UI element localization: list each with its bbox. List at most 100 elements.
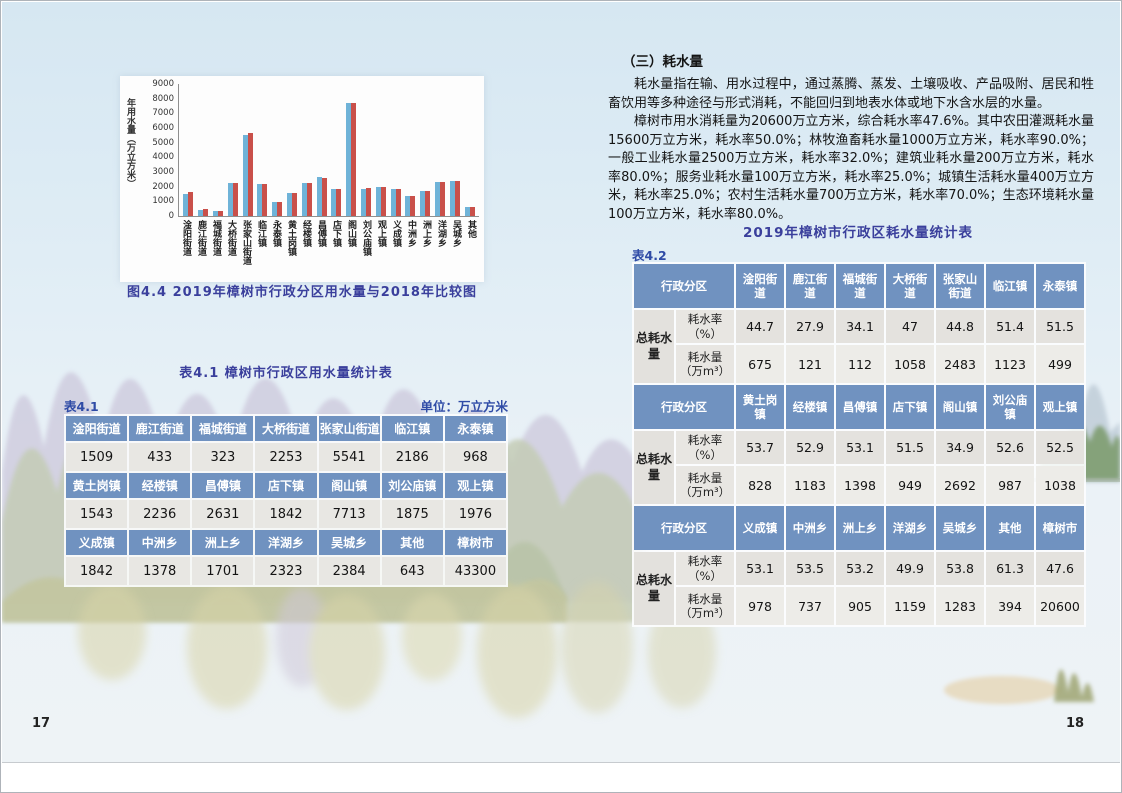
bar-group [316,177,327,216]
table42-region-header: 张家山街道 [936,264,984,308]
bar-group [212,211,223,216]
table42-rate-value: 53.5 [786,552,834,585]
table42-region-header: 观上镇 [1036,385,1084,429]
table42-volume-value: 987 [986,466,1034,504]
bar-group [198,209,209,216]
table41-value-cell: 1378 [129,557,191,585]
table42-rate-label: 耗水率（%） [676,310,734,343]
bar-2018年 [380,187,386,216]
table41-value-cell: 643 [381,557,443,585]
bar-2019年 [346,102,352,216]
table41-header-cell: 黄土岗镇 [66,473,128,498]
table41-header-cell: 洲上乡 [192,530,254,555]
y-tick-label: 6000 [152,123,174,133]
table41-header-cell: 大桥街道 [255,416,317,441]
table41-value-cell: 1701 [192,557,254,585]
bar-2019年 [212,211,218,216]
table41-header-cell: 观上镇 [444,473,506,498]
x-category-label: 昌傅镇 [316,220,326,247]
x-category-label: 洋湖乡 [436,220,446,247]
grass-tuft [1054,669,1094,702]
table41-value-cell: 1875 [381,500,443,528]
table42-rate-value: 53.2 [836,552,884,585]
x-category-label: 鹿江街道 [196,220,206,256]
table42-volume-row: 耗水量（万m³） 828 1183 1398 949 2692 987 1038 [634,466,1084,504]
table42-region-header: 经楼镇 [786,385,834,429]
table42-corner-header: 行政分区 [634,385,734,429]
scan-page-spread: 年用水量（万立方米） 0 1000 2000 3000 4000 5000 6000 7000… [2,2,1120,763]
table42-water-consumption: 行政分区 淦阳街道 鹿江街道 福城街道 大桥街道 张家山街道 临江镇 永泰镇 总耗水量 耗水率（%… [632,262,1086,627]
bar-group [346,102,357,216]
table41-header-cell: 永泰镇 [444,416,506,441]
bar-2018年 [425,191,431,216]
bar-2018年 [410,195,416,216]
table41-header-cell: 张家山街道 [318,416,380,441]
table42-volume-value: 499 [1036,345,1084,383]
y-tick-label: 2000 [152,181,174,192]
bar-group [360,188,371,216]
table42-region-header: 洲上乡 [836,506,884,550]
bar-2018年 [232,182,238,216]
table42-volume-value: 112 [836,345,884,383]
table42-region-header: 樟树市 [1036,506,1084,550]
table42-rate-value: 61.3 [986,552,1034,585]
table42-rate-value: 51.5 [1036,310,1084,343]
table42-rate-row: 总耗水量 耗水率（%） 44.7 27.9 34.1 47 44.8 51.4 51.5 [634,310,1084,383]
table42-volume-value: 1058 [886,345,934,383]
table42-volume-label: 耗水量（万m³） [676,466,734,504]
table41-header-cell: 义成镇 [66,530,128,555]
bar-2018年 [291,193,297,216]
x-category-label: 淦阳街道 [181,220,191,256]
table42-volume-value: 1398 [836,466,884,504]
table42-region-header: 阁山镇 [936,385,984,429]
table41-value-row: 1509 433 323 2253 5541 2186 968 [66,443,506,471]
section-text-block: （三）耗水量 耗水量指在输、用水过程中，通过蒸腾、蒸发、土壤吸收、产品吸附、居民… [608,50,1094,224]
table41-header-cell: 阁山镇 [318,473,380,498]
table42-rate-value: 53.1 [736,552,784,585]
page-number-right: 18 [1066,716,1085,731]
bar-2019年 [227,183,233,216]
table41-meta-row: 表4.1 单位：万立方米 [64,396,508,415]
paragraph-definition: 耗水量指在输、用水过程中，通过蒸腾、蒸发、土壤吸收、产品吸附、居民和牲畜饮用等多… [608,77,1094,111]
table42-volume-value: 2692 [936,466,984,504]
bar-2019年 [242,134,248,216]
y-tick-label: 9000 [152,79,174,89]
table41-value-cell: 1976 [444,500,506,528]
table42-region-header: 临江镇 [986,264,1034,308]
table42-region-header: 昌傅镇 [836,385,884,429]
x-category-label: 观上镇 [376,220,386,247]
table41-header-row: 黄土岗镇 经楼镇 昌傅镇 店下镇 阁山镇 刘公庙镇 观上镇 [66,473,506,498]
table41-value-cell: 7713 [318,500,380,528]
table41-value-cell: 43300 [444,557,506,585]
x-category-label: 黄土岗镇 [286,220,296,256]
table42-rate-value: 53.1 [836,431,884,464]
table42-rate-row: 总耗水量 耗水率（%） 53.7 52.9 53.1 51.5 34.9 52.6 52.5 [634,431,1084,504]
table41-value-cell: 323 [192,443,254,471]
x-category-label: 义成镇 [391,220,401,247]
table42-region-header: 鹿江街道 [786,264,834,308]
table42-rate-value: 52.6 [986,431,1034,464]
bar-group [242,133,253,216]
table42-region-header: 中洲乡 [786,506,834,550]
table42-volume-value: 1183 [786,466,834,504]
table42-volume-label: 耗水量（万m³） [676,345,734,383]
table41-value-cell: 1842 [66,557,128,585]
table42-volume-value: 978 [736,587,784,625]
table41-header-cell: 洋湖乡 [255,530,317,555]
bar-2018年 [306,183,312,216]
bar-group [434,181,445,216]
x-category-label: 福城街道 [211,220,221,256]
table41-header-cell: 刘公庙镇 [381,473,443,498]
table42-region-header: 黄土岗镇 [736,385,784,429]
table41-water-use: 淦阳街道 鹿江街道 福城街道 大桥街道 张家山街道 临江镇 永泰镇 1509 433 323 225… [64,414,508,587]
x-category-label: 中洲乡 [406,220,416,247]
table41-value-cell: 1842 [255,500,317,528]
table41-header-row: 义成镇 中洲乡 洲上乡 洋湖乡 吴城乡 其他 樟树市 [66,530,506,555]
table42-volume-label: 耗水量（万m³） [676,587,734,625]
y-tick-label: 5000 [152,137,174,148]
page-number-left: 17 [32,716,51,731]
section-heading: （三）耗水量 [622,54,703,70]
x-category-label: 张家山街道 [241,220,251,265]
table42-rate-value: 47 [886,310,934,343]
table41-label: 表4.1 [64,399,99,414]
